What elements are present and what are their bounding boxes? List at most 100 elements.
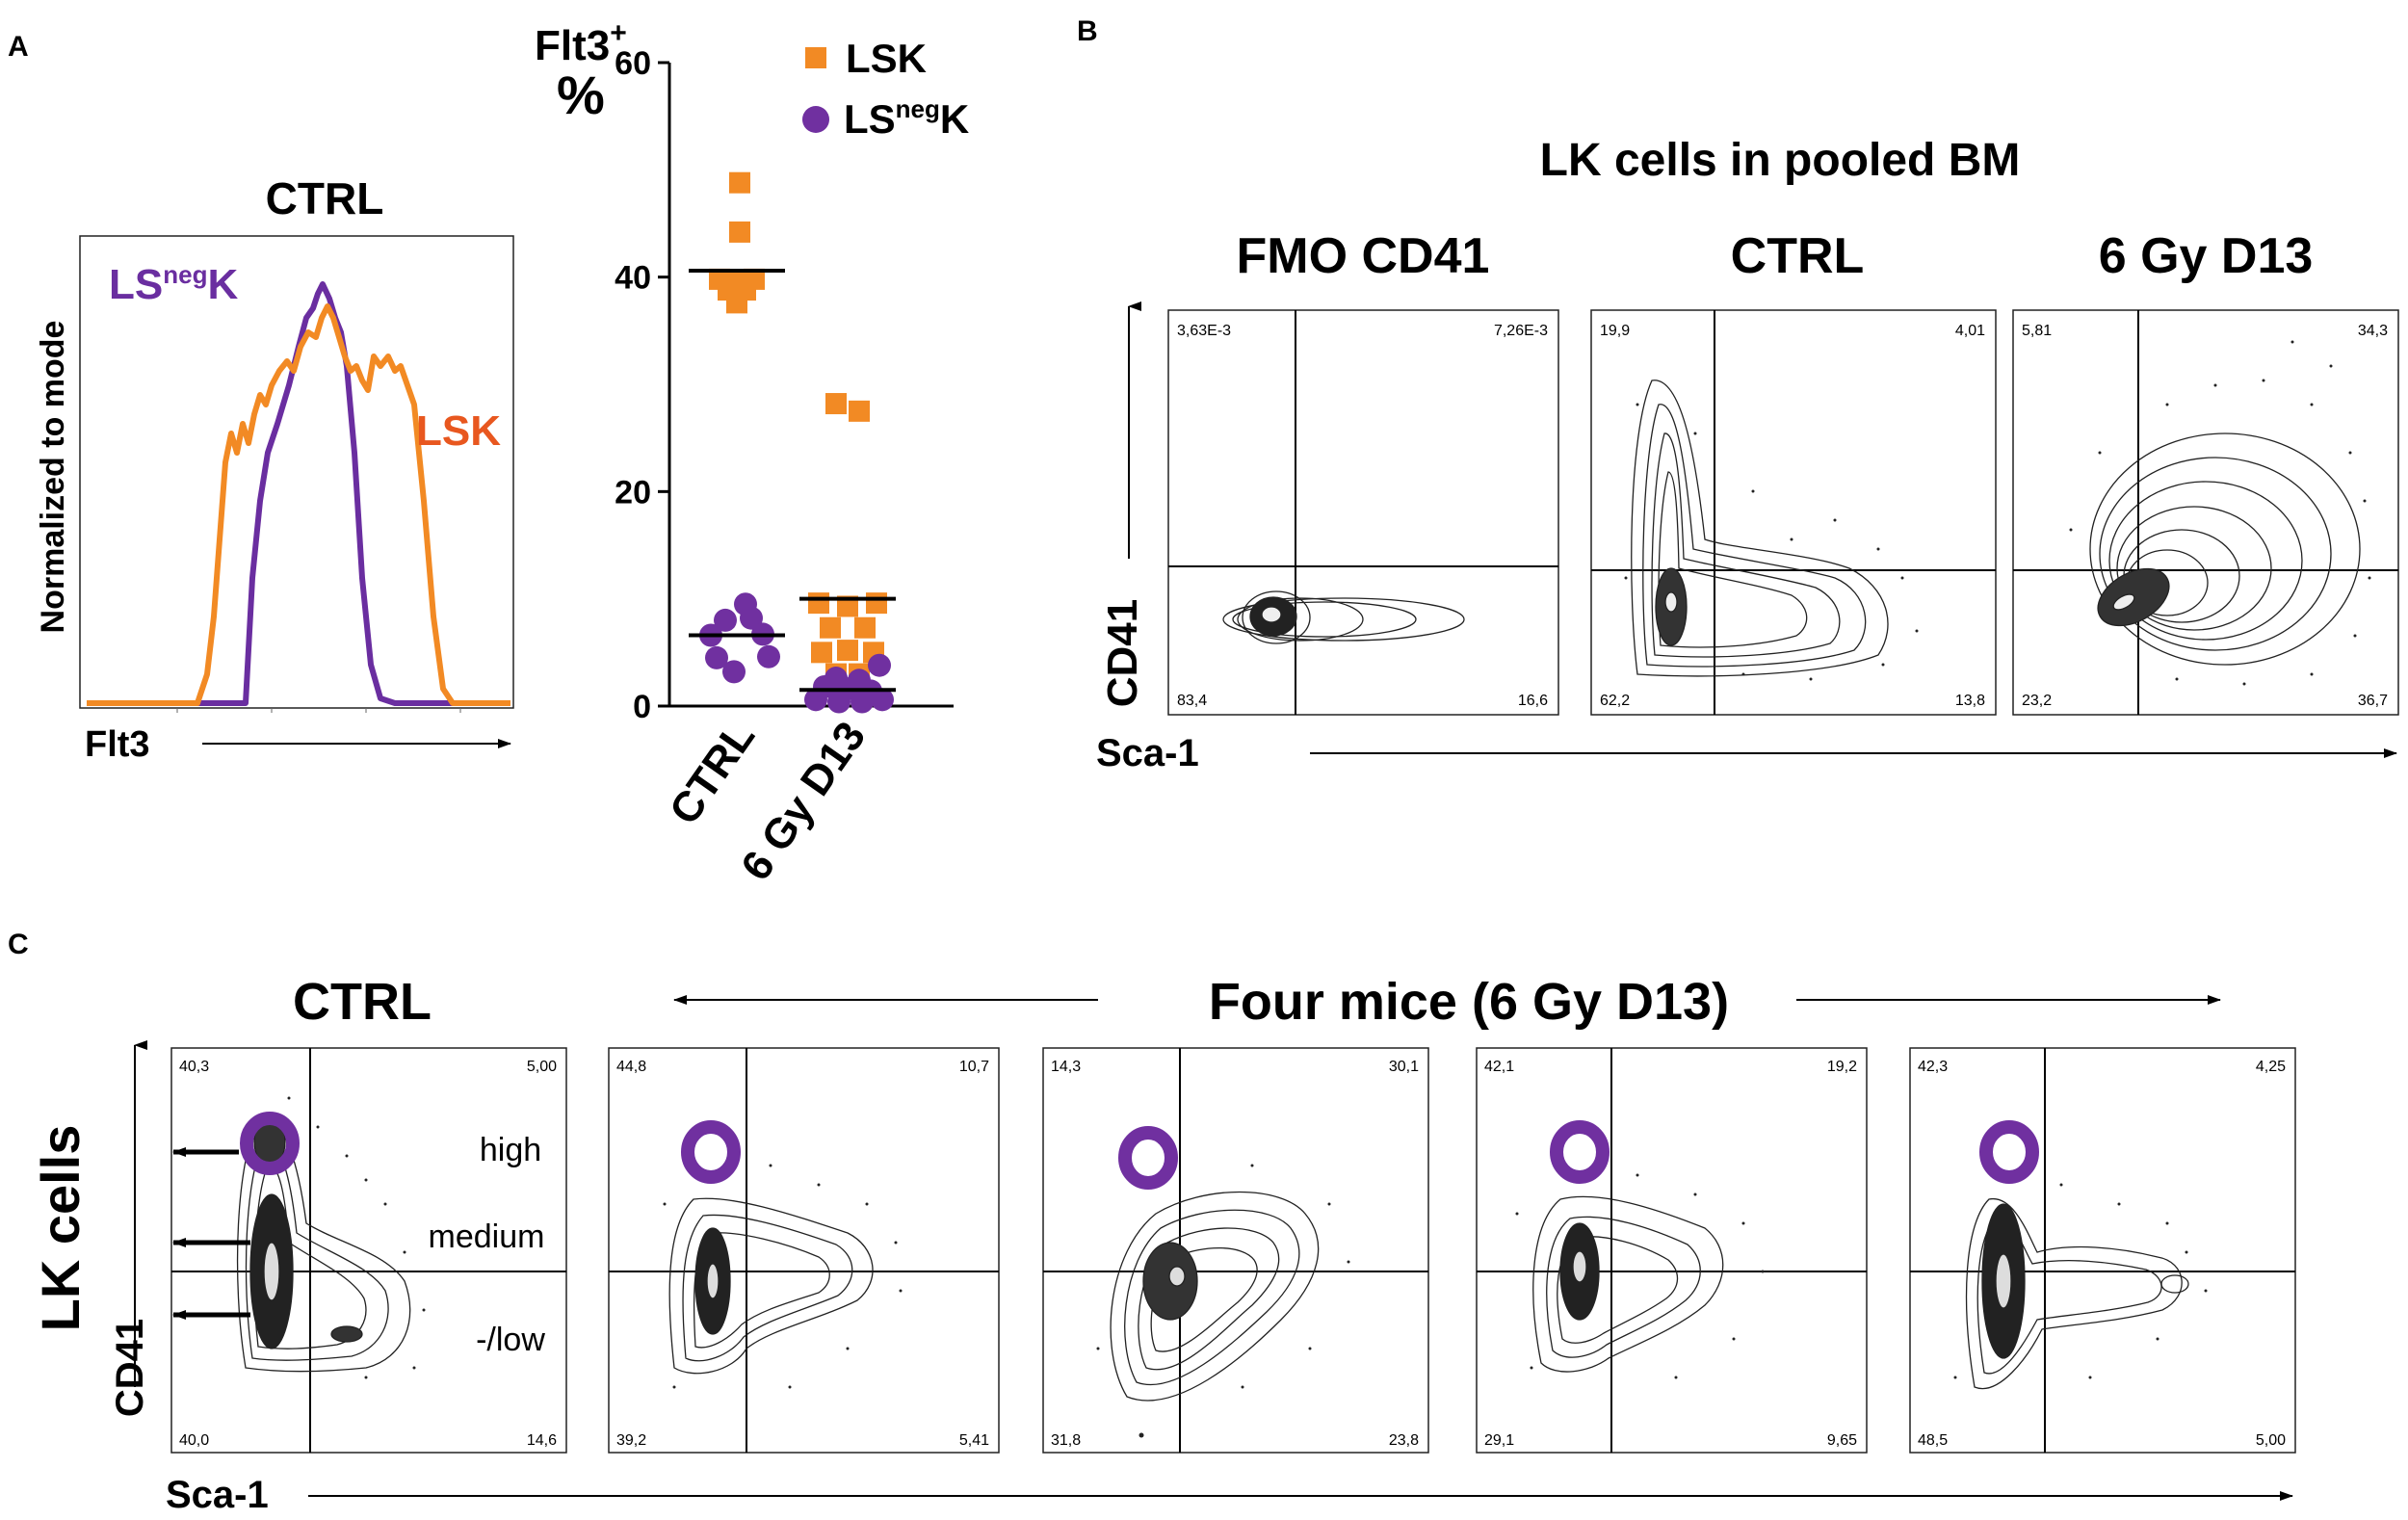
panel-b-plot2-title: CTRL <box>1731 228 1865 284</box>
panel-c-ylabel: CD41 <box>109 1319 151 1417</box>
histogram-lsnegk-curve <box>87 281 510 706</box>
histogram-legend-lsnegk: LSnegK <box>109 260 238 308</box>
y-tick-label: 60 <box>615 45 651 82</box>
data-point-lsnegk <box>722 660 746 684</box>
quad-ur: 30,1 <box>1389 1059 1419 1075</box>
data-point-lsk <box>811 642 832 664</box>
plot-frame <box>1909 1047 2296 1454</box>
scatter-dots <box>287 1096 426 1379</box>
quad-lr: 14,6 <box>527 1432 557 1449</box>
panel-a-histogram: CTRL LSnegK LSK Normalized to mode Flt3 <box>35 173 514 765</box>
data-point-lsnegk <box>705 645 728 669</box>
data-point-lsnegk <box>804 688 827 712</box>
plot-frame <box>1167 309 1559 716</box>
scatter-dots <box>663 1164 903 1389</box>
data-point-lsnegk <box>757 644 780 668</box>
plot-frame <box>608 1047 1000 1454</box>
data-point-lsnegk <box>827 690 851 714</box>
highlight-circle <box>1118 1126 1178 1190</box>
quad-ll: 39,2 <box>616 1432 646 1449</box>
contour-population <box>1222 590 1465 644</box>
dotplot-mean-lines <box>689 268 896 693</box>
panel-c-xlabel: Sca-1 <box>166 1474 269 1516</box>
quad-lr: 16,6 <box>1518 693 1548 709</box>
dotplot-ylabel-line1: Flt3+ <box>535 17 627 69</box>
data-point-lsnegk <box>740 606 763 630</box>
quad-ur: 34,3 <box>2358 323 2388 339</box>
quad-ur: 7,26E-3 <box>1494 323 1548 339</box>
quad-ll: 48,5 <box>1918 1432 1948 1449</box>
highlight-circle <box>1550 1120 1610 1184</box>
histogram-ylabel: Normalized to mode <box>35 321 71 634</box>
dotplot-y-ticks: 0 20 40 60 <box>615 45 669 725</box>
quad-ll: 62,2 <box>1600 693 1630 709</box>
histogram-ticks <box>176 708 461 713</box>
scatter-dots <box>1515 1173 1765 1379</box>
x-tick-label: CTRL <box>661 714 764 833</box>
quad-lr: 9,65 <box>1827 1432 1857 1449</box>
histogram-legend-lsk: LSK <box>416 407 501 455</box>
panel-a-label: A <box>8 31 29 63</box>
data-point-lsk <box>866 592 887 615</box>
scatter-dots <box>1624 403 1919 681</box>
quad-ll: 23,2 <box>2022 693 2052 709</box>
data-point-lsk <box>837 595 858 617</box>
plot-frame <box>2012 309 2399 716</box>
data-point-lsk <box>729 171 750 194</box>
panel-b-xlabel: Sca-1 <box>1096 732 1199 774</box>
data-point-lsk <box>849 400 870 422</box>
y-tick-label: 0 <box>633 689 651 725</box>
quad-ll: 31,8 <box>1051 1432 1081 1449</box>
quad-lr: 36,7 <box>2358 693 2388 709</box>
quad-ll: 83,4 <box>1177 693 1207 709</box>
scatter-dots <box>2069 340 2371 686</box>
panel-c-label: C <box>8 929 29 960</box>
contour-population <box>1965 1198 2189 1390</box>
panel-b-plot-fmo: 3,63E-3 7,26E-3 83,4 16,6 <box>1167 309 1559 716</box>
dotplot-ylabel-line2: % <box>557 65 605 125</box>
quad-lr: 5,00 <box>2256 1432 2286 1449</box>
panel-c-group-title: Four mice (6 Gy D13) <box>1209 973 1729 1031</box>
dotplot-legend-lsk-marker <box>805 47 826 68</box>
data-point-lsnegk <box>868 653 891 677</box>
plot-frame <box>1590 309 1997 716</box>
panel-c-row-label: LK cells <box>30 1125 91 1332</box>
quad-ur: 4,25 <box>2256 1059 2286 1075</box>
data-point-lsk <box>729 221 750 243</box>
quad-ul: 42,3 <box>1918 1059 1948 1075</box>
quad-ul: 5,81 <box>2022 323 2052 339</box>
level-high-label: high <box>480 1132 541 1168</box>
panel-b-plot-ctrl: 19,9 4,01 62,2 13,8 <box>1590 309 1997 716</box>
data-point-lsnegk <box>851 690 874 714</box>
quad-ll: 40,0 <box>179 1432 209 1449</box>
histogram-frame <box>79 235 514 709</box>
panel-b-plot1-title: FMO CD41 <box>1237 228 1490 284</box>
data-point-lsk <box>837 640 858 662</box>
quad-lr: 5,41 <box>959 1432 989 1449</box>
highlight-circle <box>240 1112 300 1175</box>
quad-ur: 5,00 <box>527 1059 557 1075</box>
quad-lr: 23,8 <box>1389 1432 1419 1449</box>
quad-ur: 4,01 <box>1955 323 1985 339</box>
data-point-lsk <box>825 393 847 415</box>
highlight-circle <box>681 1120 741 1184</box>
dotplot-legend-lsnegk-marker <box>802 106 829 133</box>
panel-c-plot-mouse1: 44,8 10,7 39,2 5,41 <box>608 1047 1000 1454</box>
panel-b-plot3-title: 6 Gy D13 <box>2099 228 2314 284</box>
contour-population <box>2089 432 2361 666</box>
highlight-circle <box>1979 1120 2039 1184</box>
dotplot-legend-lsk: LSK <box>846 36 927 81</box>
data-point-lsk <box>726 292 747 314</box>
data-point-lsk <box>854 616 876 639</box>
panel-c-plot-mouse3: 42,1 19,2 29,1 9,65 <box>1476 1047 1868 1454</box>
panel-b-title: LK cells in pooled BM <box>1540 135 2021 186</box>
histogram-lsk-curve <box>87 303 510 706</box>
histogram-title: CTRL <box>266 173 384 223</box>
contour-population <box>668 1197 874 1375</box>
contour-population <box>1110 1191 1320 1402</box>
level-medium-label: medium <box>429 1219 545 1255</box>
panel-b: LK cells in pooled BM FMO CD41 CTRL 6 Gy… <box>1096 135 2399 774</box>
